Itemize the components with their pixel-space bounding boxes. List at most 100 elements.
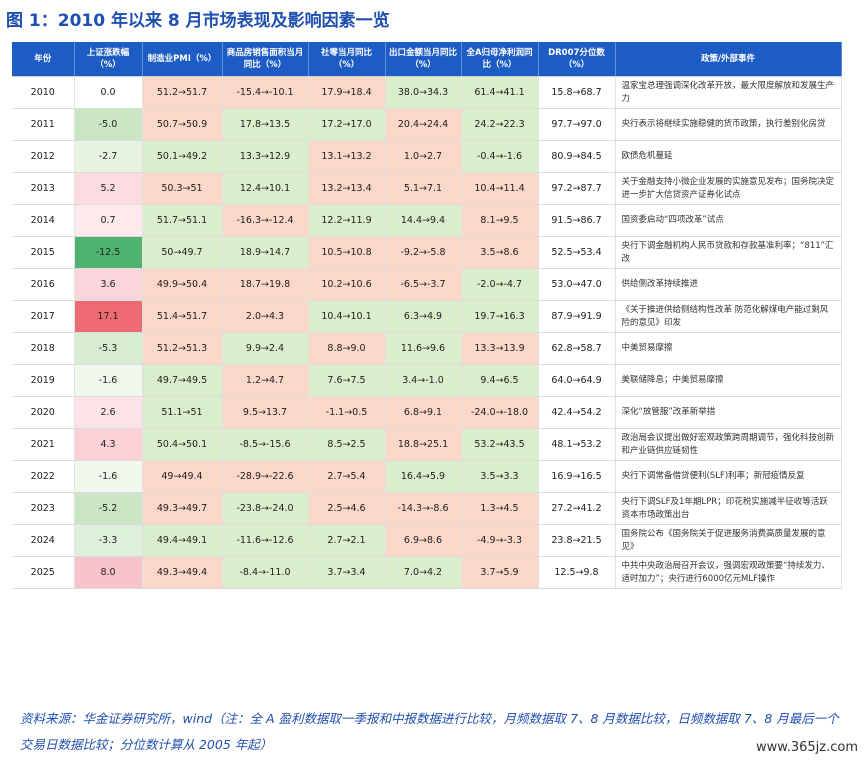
export-cell: -6.5→-3.7 — [385, 268, 462, 301]
profit-cell: 3.5→8.6 — [461, 236, 539, 269]
year-cell: 2024 — [12, 524, 75, 557]
table-row: 2025 8.0 49.3→49.4 -8.4→-11.0 3.7→3.4 7.0→4.2… — [12, 556, 842, 589]
house-cell: -16.3→-12.4 — [222, 204, 309, 237]
sse-cell: -3.3 — [74, 524, 143, 557]
export-cell: 7.0→4.2 — [385, 556, 462, 589]
year-cell: 2013 — [12, 172, 75, 205]
house-cell: 9.9→2.4 — [222, 332, 309, 365]
sse-cell: 4.3 — [74, 428, 143, 461]
pmi-cell: 49.3→49.7 — [142, 492, 223, 525]
sse-cell: -1.6 — [74, 460, 143, 493]
pmi-cell: 50→49.7 — [142, 236, 223, 269]
house-cell: 13.3→12.9 — [222, 140, 309, 173]
event-cell: 中美贸易摩擦 — [615, 332, 842, 365]
export-cell: 6.9→8.6 — [385, 524, 462, 557]
retail-cell: -1.1→0.5 — [308, 396, 386, 429]
dr-cell: 87.9→91.9 — [538, 300, 616, 333]
profit-cell: -0.4→-1.6 — [461, 140, 539, 173]
house-cell: -11.6→-12.6 — [222, 524, 309, 557]
pmi-cell: 49.3→49.4 — [142, 556, 223, 589]
sse-cell: -5.2 — [74, 492, 143, 525]
year-cell: 2019 — [12, 364, 75, 397]
event-cell: 央行下调常备借贷便利(SLF)利率；新冠疫情反复 — [615, 460, 842, 493]
table-row: 2011 -5.0 50.7→50.9 17.8→13.5 17.2→17.0 20.4→… — [12, 108, 842, 141]
year-cell: 2018 — [12, 332, 75, 365]
profit-cell: 3.7→5.9 — [461, 556, 539, 589]
table-row: 2024 -3.3 49.4→49.1 -11.6→-12.6 2.7→2.1 6.9→8… — [12, 524, 842, 557]
event-cell: 国资委启动“四项改革”试点 — [615, 204, 842, 237]
house-cell: -15.4→-10.1 — [222, 76, 309, 109]
retail-cell: 8.5→2.5 — [308, 428, 386, 461]
dr-cell: 64.0→64.9 — [538, 364, 616, 397]
pmi-cell: 50.3→51 — [142, 172, 223, 205]
retail-cell: 10.4→10.1 — [308, 300, 386, 333]
house-cell: -23.8→-24.0 — [222, 492, 309, 525]
event-cell: 美联储降息；中美贸易摩擦 — [615, 364, 842, 397]
table-row: 2018 -5.3 51.2→51.3 9.9→2.4 8.8→9.0 11.6→9.6 1… — [12, 332, 842, 365]
dr-cell: 16.9→16.5 — [538, 460, 616, 493]
dr-cell: 97.2→87.7 — [538, 172, 616, 205]
export-cell: 6.3→4.9 — [385, 300, 462, 333]
pmi-cell: 51.1→51 — [142, 396, 223, 429]
export-cell: 14.4→9.4 — [385, 204, 462, 237]
event-cell: 央行表示将继续实施稳健的货币政策，执行差别化房贷 — [615, 108, 842, 141]
retail-cell: 17.9→18.4 — [308, 76, 386, 109]
event-cell: 央行下调SLF及1年期LPR；印花税实施减半征收等活跃资本市场政策出台 — [615, 492, 842, 525]
house-cell: 2.0→4.3 — [222, 300, 309, 333]
event-cell: 深化“放管服”改革新举措 — [615, 396, 842, 429]
pmi-cell: 50.4→50.1 — [142, 428, 223, 461]
year-cell: 2021 — [12, 428, 75, 461]
event-cell: 中共中央政治局召开会议，强调宏观政策要“持续发力、适时加力”；央行进行6000亿… — [615, 556, 842, 589]
export-cell: 3.4→-1.0 — [385, 364, 462, 397]
sse-cell: -5.3 — [74, 332, 143, 365]
event-cell: 央行下调金融机构人民币贷款和存款基准利率；“811”汇改 — [615, 236, 842, 269]
watermark: www.365jz.com — [756, 740, 858, 755]
pmi-cell: 49→49.4 — [142, 460, 223, 493]
profit-cell: 8.1→9.5 — [461, 204, 539, 237]
dr-cell: 23.8→21.5 — [538, 524, 616, 557]
column-header: 制造业PMI（%） — [142, 42, 223, 77]
sse-cell: -2.7 — [74, 140, 143, 173]
profit-cell: 1.3→4.5 — [461, 492, 539, 525]
table-header-row: 年份 上证涨跌幅（%） 制造业PMI（%） 商品房销售面积当月同比（%） 社零当月同比（… — [12, 42, 842, 77]
pmi-cell: 49.4→49.1 — [142, 524, 223, 557]
retail-cell: 10.5→10.8 — [308, 236, 386, 269]
sse-cell: 0.7 — [74, 204, 143, 237]
export-cell: -14.3→-8.6 — [385, 492, 462, 525]
retail-cell: 8.8→9.0 — [308, 332, 386, 365]
column-header: 出口金额当月同比（%） — [385, 42, 462, 77]
sse-cell: 17.1 — [74, 300, 143, 333]
sse-cell: 8.0 — [74, 556, 143, 589]
profit-cell: -2.0→-4.7 — [461, 268, 539, 301]
sse-cell: 3.6 — [74, 268, 143, 301]
data-table: 年份 上证涨跌幅（%） 制造业PMI（%） 商品房销售面积当月同比（%） 社零当月同比（… — [12, 42, 842, 589]
dr-cell: 42.4→54.2 — [538, 396, 616, 429]
event-cell: 国务院公布《国务院关于促进服务消费高质量发展的意见》 — [615, 524, 842, 557]
event-cell: 温家宝总理强调深化改革开放，最大限度解放和发展生产力 — [615, 76, 842, 109]
export-cell: 38.0→34.3 — [385, 76, 462, 109]
sse-cell: 5.2 — [74, 172, 143, 205]
house-cell: 18.7→19.8 — [222, 268, 309, 301]
table-row: 2020 2.6 51.1→51 9.5→13.7 -1.1→0.5 6.8→9.1 -24… — [12, 396, 842, 429]
table-row: 2015 -12.5 50→49.7 18.9→14.7 10.5→10.8 -9.2→-… — [12, 236, 842, 269]
table-row: 2013 5.2 50.3→51 12.4→10.1 13.2→13.4 5.1→7.1 1… — [12, 172, 842, 205]
dr-cell: 12.5→9.8 — [538, 556, 616, 589]
year-cell: 2014 — [12, 204, 75, 237]
event-cell: 关于金融支持小微企业发展的实施意见发布；国务院决定进一步扩大信贷资产证券化试点 — [615, 172, 842, 205]
table-row: 2016 3.6 49.9→50.4 18.7→19.8 10.2→10.6 -6.5→-… — [12, 268, 842, 301]
column-header: 政策/外部事件 — [615, 42, 842, 77]
table-row: 2010 0.0 51.2→51.7 -15.4→-10.1 17.9→18.4 38.0… — [12, 76, 842, 109]
table-row: 2022 -1.6 49→49.4 -28.9→-22.6 2.7→5.4 16.4→5.… — [12, 460, 842, 493]
column-header: 年份 — [12, 42, 75, 77]
column-header: 商品房销售面积当月同比（%） — [222, 42, 309, 77]
house-cell: 18.9→14.7 — [222, 236, 309, 269]
export-cell: -9.2→-5.8 — [385, 236, 462, 269]
house-cell: 9.5→13.7 — [222, 396, 309, 429]
column-header: 社零当月同比（%） — [308, 42, 386, 77]
table-body: 2010 0.0 51.2→51.7 -15.4→-10.1 17.9→18.4 38.0… — [12, 76, 842, 589]
retail-cell: 13.2→13.4 — [308, 172, 386, 205]
table-row: 2014 0.7 51.7→51.1 -16.3→-12.4 12.2→11.9 14.4… — [12, 204, 842, 237]
table-row: 2019 -1.6 49.7→49.5 1.2→4.7 7.6→7.5 3.4→-1.0 9… — [12, 364, 842, 397]
pmi-cell: 51.2→51.3 — [142, 332, 223, 365]
pmi-cell: 51.4→51.7 — [142, 300, 223, 333]
